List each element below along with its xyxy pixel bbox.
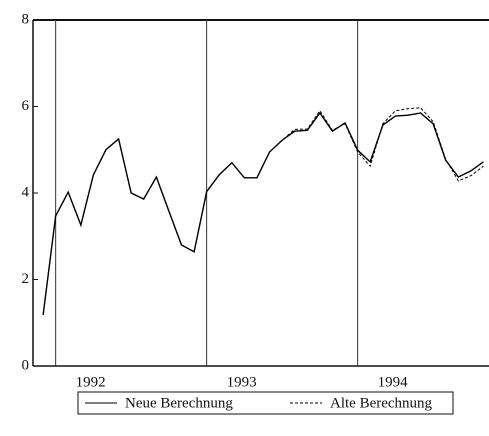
y-tick-label: 6 (22, 98, 30, 114)
y-tick-label: 8 (22, 11, 30, 27)
x-tick-label: 1992 (76, 374, 106, 390)
y-tick-label: 0 (22, 357, 30, 373)
x-tick-label: 1993 (227, 374, 257, 390)
y-tick-label: 2 (22, 271, 30, 287)
legend-label: Neue Berechnung (125, 395, 233, 411)
series-line (42, 111, 484, 316)
legend-label: Alte Berechnung (330, 395, 433, 411)
series-line (42, 107, 484, 316)
x-tick-label: 1994 (378, 374, 409, 390)
legend-box (77, 391, 454, 415)
y-tick-label: 4 (22, 184, 30, 200)
